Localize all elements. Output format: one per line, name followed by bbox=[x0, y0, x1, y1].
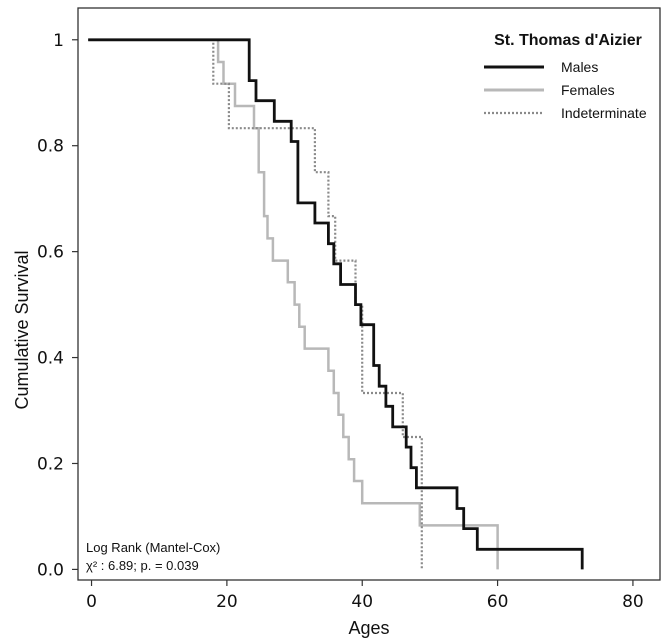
x-tick-label: 80 bbox=[622, 592, 644, 612]
y-tick-label: 0.6 bbox=[37, 243, 64, 263]
series-layer bbox=[88, 38, 584, 570]
x-tick-label: 0 bbox=[86, 592, 97, 612]
x-axis-ticks: 0 20 40 60 80 bbox=[86, 580, 644, 612]
legend-label-males: Males bbox=[561, 59, 598, 75]
legend: St. Thomas d'Aizier Males Females Indete… bbox=[484, 32, 647, 121]
statistics-annotation: Log Rank (Mantel-Cox) χ² : 6.89; p. = 0.… bbox=[86, 540, 220, 573]
y-axis-ticks: 1 0.8 0.6 0.4 0.2 0.0 bbox=[37, 31, 78, 580]
series-line-males bbox=[88, 38, 584, 570]
annotation-test-result: χ² : 6.89; p. = 0.039 bbox=[86, 558, 199, 573]
x-tick-label: 40 bbox=[351, 592, 373, 612]
plot-frame bbox=[77, 7, 661, 581]
legend-label-indeterminate: Indeterminate bbox=[561, 105, 647, 121]
annotation-test-name: Log Rank (Mantel-Cox) bbox=[86, 540, 220, 555]
y-tick-label: 0.0 bbox=[37, 560, 64, 580]
series-line-females bbox=[88, 38, 499, 570]
y-tick-label: 0.8 bbox=[37, 137, 64, 157]
legend-title: St. Thomas d'Aizier bbox=[494, 32, 642, 49]
x-axis-title: Ages bbox=[348, 618, 389, 638]
y-tick-label: 0.2 bbox=[37, 454, 64, 474]
y-tick-label: 0.4 bbox=[37, 349, 64, 369]
y-axis-title: Cumulative Survival bbox=[12, 250, 32, 409]
x-tick-label: 60 bbox=[487, 592, 509, 612]
legend-label-females: Females bbox=[561, 82, 615, 98]
series-line-indeterminate bbox=[88, 38, 423, 570]
x-tick-label: 20 bbox=[216, 592, 238, 612]
y-tick-label: 1 bbox=[53, 31, 64, 51]
